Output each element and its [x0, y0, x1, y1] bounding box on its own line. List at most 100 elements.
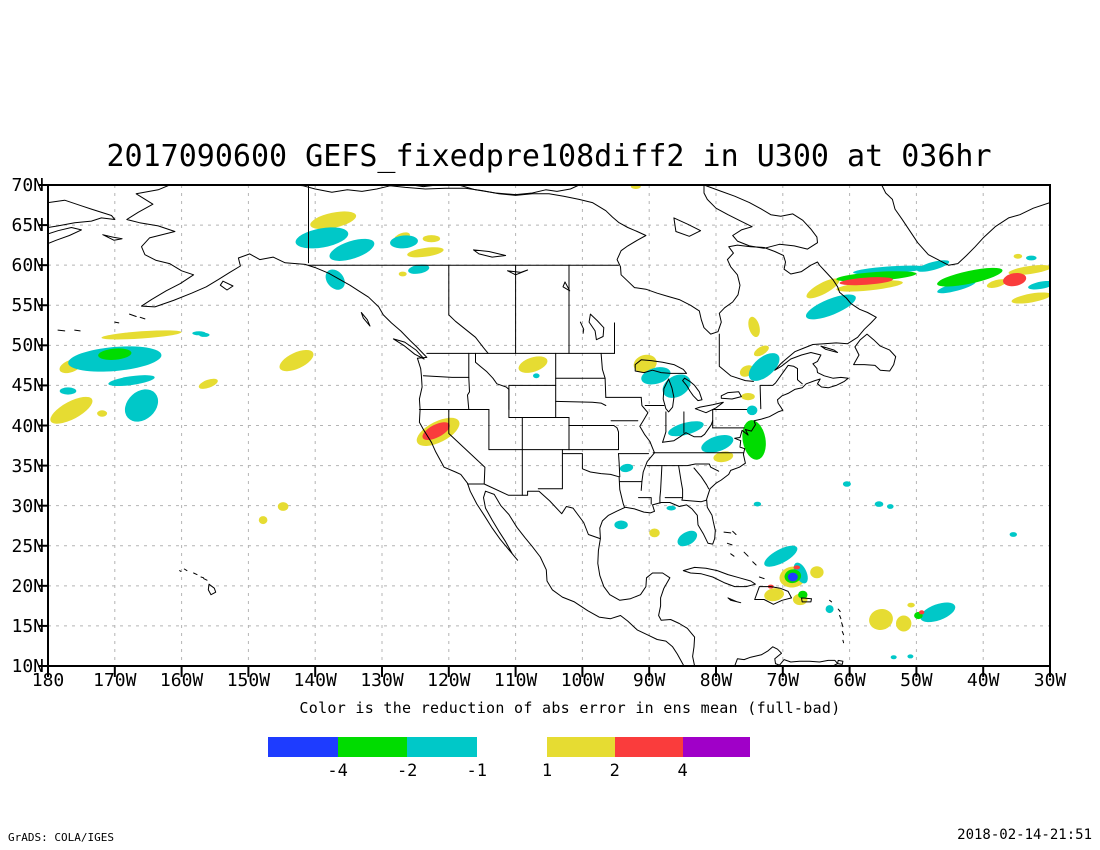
- y-tick-label: 25N: [11, 535, 44, 557]
- legend-label: -1: [466, 761, 488, 781]
- coastline: [392, 338, 425, 360]
- grads-credit: GrADS: COLA/IGES: [8, 831, 114, 844]
- coastline: [839, 615, 842, 620]
- coastline: [682, 377, 703, 402]
- anomaly-region: [919, 610, 925, 615]
- coastline: [829, 599, 833, 603]
- anomaly-region: [258, 516, 268, 525]
- border-line: [639, 396, 655, 491]
- x-tick-label: 170W: [93, 670, 137, 691]
- anomaly-region: [1026, 255, 1037, 261]
- x-tick-label: 130W: [360, 670, 404, 691]
- anomaly-region: [753, 501, 762, 507]
- anomaly-region: [101, 330, 182, 340]
- anomaly-region: [853, 265, 927, 275]
- border-line: [448, 409, 486, 485]
- x-tick-label: 180: [31, 670, 65, 691]
- coastline: [193, 572, 198, 576]
- anomaly-region: [764, 545, 798, 567]
- border-line: [662, 411, 667, 443]
- x-tick-label: 40W: [966, 670, 1000, 691]
- coastline: [183, 568, 188, 572]
- x-tick-label: 100W: [560, 670, 605, 691]
- timestamp: 2018-02-14-21:51: [957, 827, 1092, 843]
- anomaly-region: [1013, 253, 1023, 259]
- coastline: [801, 597, 812, 603]
- anomaly-region: [887, 504, 894, 509]
- legend-segment: [407, 737, 477, 757]
- anomaly-region: [907, 602, 915, 608]
- x-tick-label: 80W: [699, 670, 733, 691]
- anomaly-region: [310, 211, 357, 230]
- coastline: [203, 578, 208, 581]
- anomaly-region: [986, 279, 1007, 288]
- anomaly-region: [199, 332, 210, 337]
- y-tick-label: 20N: [11, 575, 44, 597]
- y-tick-label: 50N: [11, 335, 44, 357]
- coastline: [48, 199, 116, 228]
- x-tick-label: 90W: [632, 670, 666, 691]
- coastline: [853, 333, 897, 372]
- anomaly-region: [810, 566, 824, 579]
- coastline: [579, 321, 585, 334]
- anomaly-region: [907, 654, 914, 659]
- legend-segment: [547, 737, 615, 757]
- anomaly-region: [649, 528, 660, 538]
- coastline: [720, 391, 742, 400]
- coastline: [820, 345, 839, 353]
- coastline: [360, 312, 371, 327]
- coastline: [841, 631, 845, 636]
- coastline: [743, 551, 749, 557]
- coastline: [126, 185, 685, 666]
- anomaly-region: [916, 260, 950, 272]
- anomaly-region: [279, 349, 314, 372]
- border-line: [638, 497, 652, 505]
- y-tick-label: 70N: [11, 175, 44, 196]
- y-tick-label: 60N: [11, 255, 44, 277]
- coastline: [732, 530, 737, 535]
- border-line: [422, 375, 470, 378]
- coastline: [179, 570, 182, 572]
- anomaly-region: [277, 502, 289, 511]
- anomaly-region: [633, 354, 657, 373]
- anomaly-region: [798, 590, 808, 599]
- anomaly-region: [713, 451, 734, 463]
- coastline: [694, 401, 724, 414]
- border-line: [475, 352, 510, 410]
- anomaly-region: [407, 247, 444, 258]
- anomaly-region: [533, 373, 540, 379]
- anomaly-region: [787, 572, 798, 582]
- anomaly-region: [98, 348, 132, 360]
- coastline: [48, 227, 82, 244]
- x-tick-label: 150W: [226, 670, 271, 691]
- anomaly-region: [614, 520, 628, 530]
- anomaly-region: [869, 608, 893, 631]
- anomaly-region: [325, 269, 345, 290]
- anomaly-region: [825, 605, 834, 614]
- anomaly-region: [839, 277, 893, 286]
- anomaly-region: [408, 264, 430, 274]
- coastline: [207, 583, 217, 596]
- y-tick-label: 45N: [11, 375, 44, 397]
- coastline: [102, 234, 123, 241]
- anomaly-region: [398, 271, 407, 277]
- anomaly-region: [937, 267, 1003, 287]
- legend-label: -2: [396, 761, 418, 781]
- border-line: [760, 364, 803, 386]
- anomaly-region: [701, 435, 734, 453]
- coastline: [727, 597, 742, 604]
- coastline: [219, 280, 234, 291]
- anomaly-region: [198, 378, 218, 389]
- anomaly-region: [329, 238, 375, 261]
- border-line: [646, 463, 720, 472]
- y-tick-label: 40N: [11, 415, 44, 437]
- anomaly-region: [741, 393, 755, 401]
- coastline: [458, 185, 580, 196]
- x-tick-label: 60W: [833, 670, 866, 691]
- x-tick-label: 70W: [766, 670, 800, 691]
- anomaly-region: [124, 389, 159, 422]
- border-line: [467, 352, 470, 410]
- x-tick-label: 30W: [1033, 670, 1067, 691]
- colorbar-caption: Color is the reduction of abs error in e…: [299, 699, 841, 717]
